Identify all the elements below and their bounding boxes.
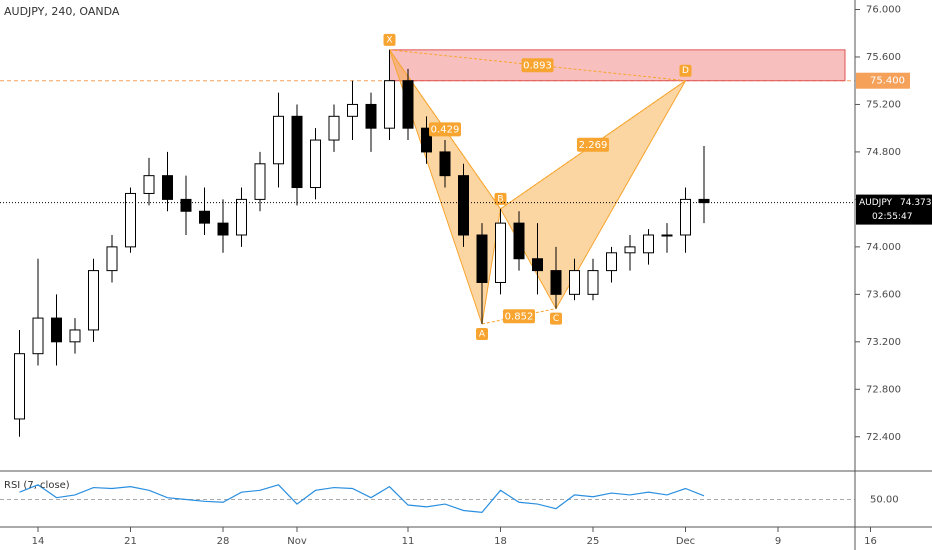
pattern-point-label: D [682,66,689,76]
y-tick-label: 72.800 [866,384,901,395]
candle-body [236,198,247,236]
candle-body [14,353,25,420]
candle-body [32,317,44,355]
ratio-label: 2.269 [579,140,608,151]
x-tick-label: 18 [494,536,507,547]
candle-body [310,139,321,189]
y-tick-label: 73.600 [866,289,901,300]
y-tick-label: 72.400 [866,432,901,443]
ratio-box [429,122,461,137]
candle-body [550,270,562,295]
ratio-box [503,309,535,324]
x-tick-label: 21 [124,536,137,547]
ratio-box [577,137,609,152]
candle-body [458,175,469,236]
candle-body [162,175,173,200]
x-tick-label: 28 [217,536,230,547]
x-tick-label: 9 [775,536,781,547]
rsi-title: RSI (7, close) [4,480,70,491]
candle-body [513,222,525,260]
y-tick-label: 74.000 [866,242,901,253]
axes: 72.40072.80073.20073.60074.00074.40074.8… [32,4,932,547]
pattern-point-label: X [386,35,392,45]
rsi-line [19,484,705,513]
x-tick-label: Dec [676,536,695,547]
candle-body [624,246,636,254]
candle-body [384,80,395,129]
ratio-label: 0.893 [523,60,552,71]
candle-body [51,317,62,343]
candle-body [606,252,617,272]
candle-body [661,234,673,237]
rsi-tick-label: 50.00 [870,495,899,506]
candle-body [180,198,192,212]
candle-body [217,222,229,236]
x-tick-label: 25 [587,536,600,547]
ratio-box [521,58,554,73]
rsi-pane [0,484,855,513]
level-tag [856,72,910,89]
chart-title: AUDJPY, 240, OANDA [4,5,120,18]
ratio-label: 0.429 [431,124,460,135]
x-tick-label: Nov [287,536,307,547]
last-price-label: 74.373 [900,198,932,208]
candle-body [495,222,506,283]
candle-body [698,198,710,204]
candle-body [439,151,451,177]
x-tick-label: 16 [864,536,877,547]
y-tick-label: 76.000 [866,4,901,15]
candle-body [199,210,210,224]
candle-body [328,115,340,141]
candle-body [254,163,266,200]
symbol-label: AUDJPY [859,198,893,208]
candle-body [421,127,432,153]
pattern-point-box [383,33,396,46]
pattern-point-label: B [497,194,503,204]
candle-body [532,258,543,272]
x-tick-label: 11 [402,536,415,547]
y-tick-label: 75.600 [866,52,901,63]
ratio-label: 0.852 [505,311,534,322]
pattern-point-box [679,64,692,77]
y-tick-label: 73.200 [866,337,901,348]
candle-body [347,103,358,117]
price-pane: X A B C D 0.429 2.269 0.852 0.893 [0,33,855,437]
candle-body [569,270,580,295]
countdown-label: 02:55:47 [872,212,912,222]
candle-body [273,115,284,165]
candle-body [587,270,599,295]
pattern-point-label: C [553,314,559,324]
candle-body [291,115,303,189]
candle-body [88,270,99,331]
candle-body [365,103,377,129]
level-label: 75.400 [870,76,905,87]
y-tick-label: 75.200 [866,99,901,110]
potential-reversal-zone [389,49,846,82]
candle-body [69,329,81,343]
pattern-point-box [494,192,507,205]
candle-body [476,234,488,283]
candle-body [106,246,118,272]
y-tick-label: 74.800 [866,147,901,158]
pattern-point-box [476,328,488,341]
candle-body [143,175,155,194]
price-tag [856,194,932,225]
candle-body [680,198,691,236]
pattern-point-label: A [479,330,486,340]
x-tick-label: 14 [32,536,45,547]
pattern-point-box [550,312,562,325]
candle-body [643,234,654,254]
candle-body [125,192,136,248]
candle-body [402,80,414,129]
